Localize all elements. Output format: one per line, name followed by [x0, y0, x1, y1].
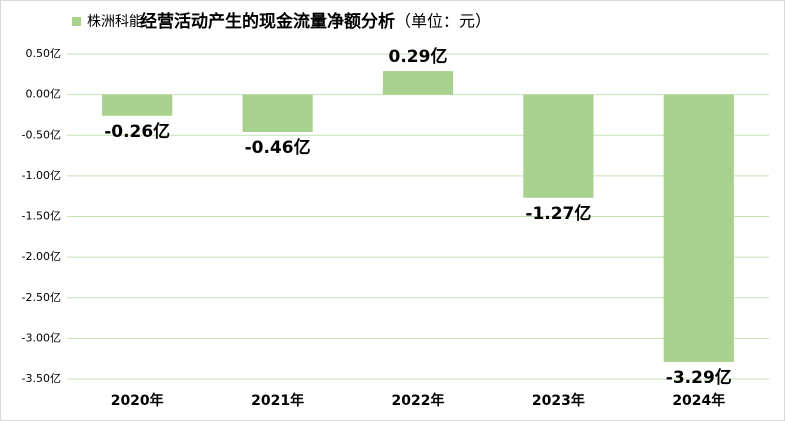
value-label: -3.29亿: [666, 367, 732, 388]
bar: [382, 71, 454, 95]
legend-swatch: [72, 17, 81, 26]
y-tick-label: -1.50亿: [22, 210, 61, 223]
x-tick-label: 2024年: [672, 392, 725, 409]
y-tick-label: -2.50亿: [22, 291, 61, 304]
bar: [523, 94, 594, 198]
bar: [663, 94, 734, 362]
value-label: -0.46亿: [245, 137, 311, 158]
value-label: -1.27亿: [525, 203, 591, 224]
x-tick-label: 2021年: [251, 392, 304, 409]
x-tick-label: 2020年: [111, 392, 164, 409]
legend-label: 株洲科能: [87, 14, 143, 30]
bar: [242, 94, 313, 132]
chart-unit-note: （单位：元）: [395, 12, 491, 31]
chart-title: 经营活动产生的现金流量净额分析: [140, 11, 395, 32]
y-tick-label: -3.50亿: [22, 372, 61, 385]
value-label: 0.29亿: [389, 46, 448, 67]
y-tick-label: -3.00亿: [22, 331, 61, 344]
y-tick-label: -2.00亿: [22, 250, 61, 263]
bar: [102, 94, 173, 116]
x-tick-label: 2023年: [532, 392, 585, 409]
y-tick-label: -0.50亿: [22, 128, 61, 141]
y-tick-label: 0.00亿: [26, 88, 62, 101]
value-label: -0.26亿: [104, 121, 170, 142]
y-tick-label: 0.50亿: [26, 47, 62, 60]
x-tick-label: 2022年: [392, 392, 445, 409]
y-tick-label: -1.00亿: [22, 169, 61, 182]
